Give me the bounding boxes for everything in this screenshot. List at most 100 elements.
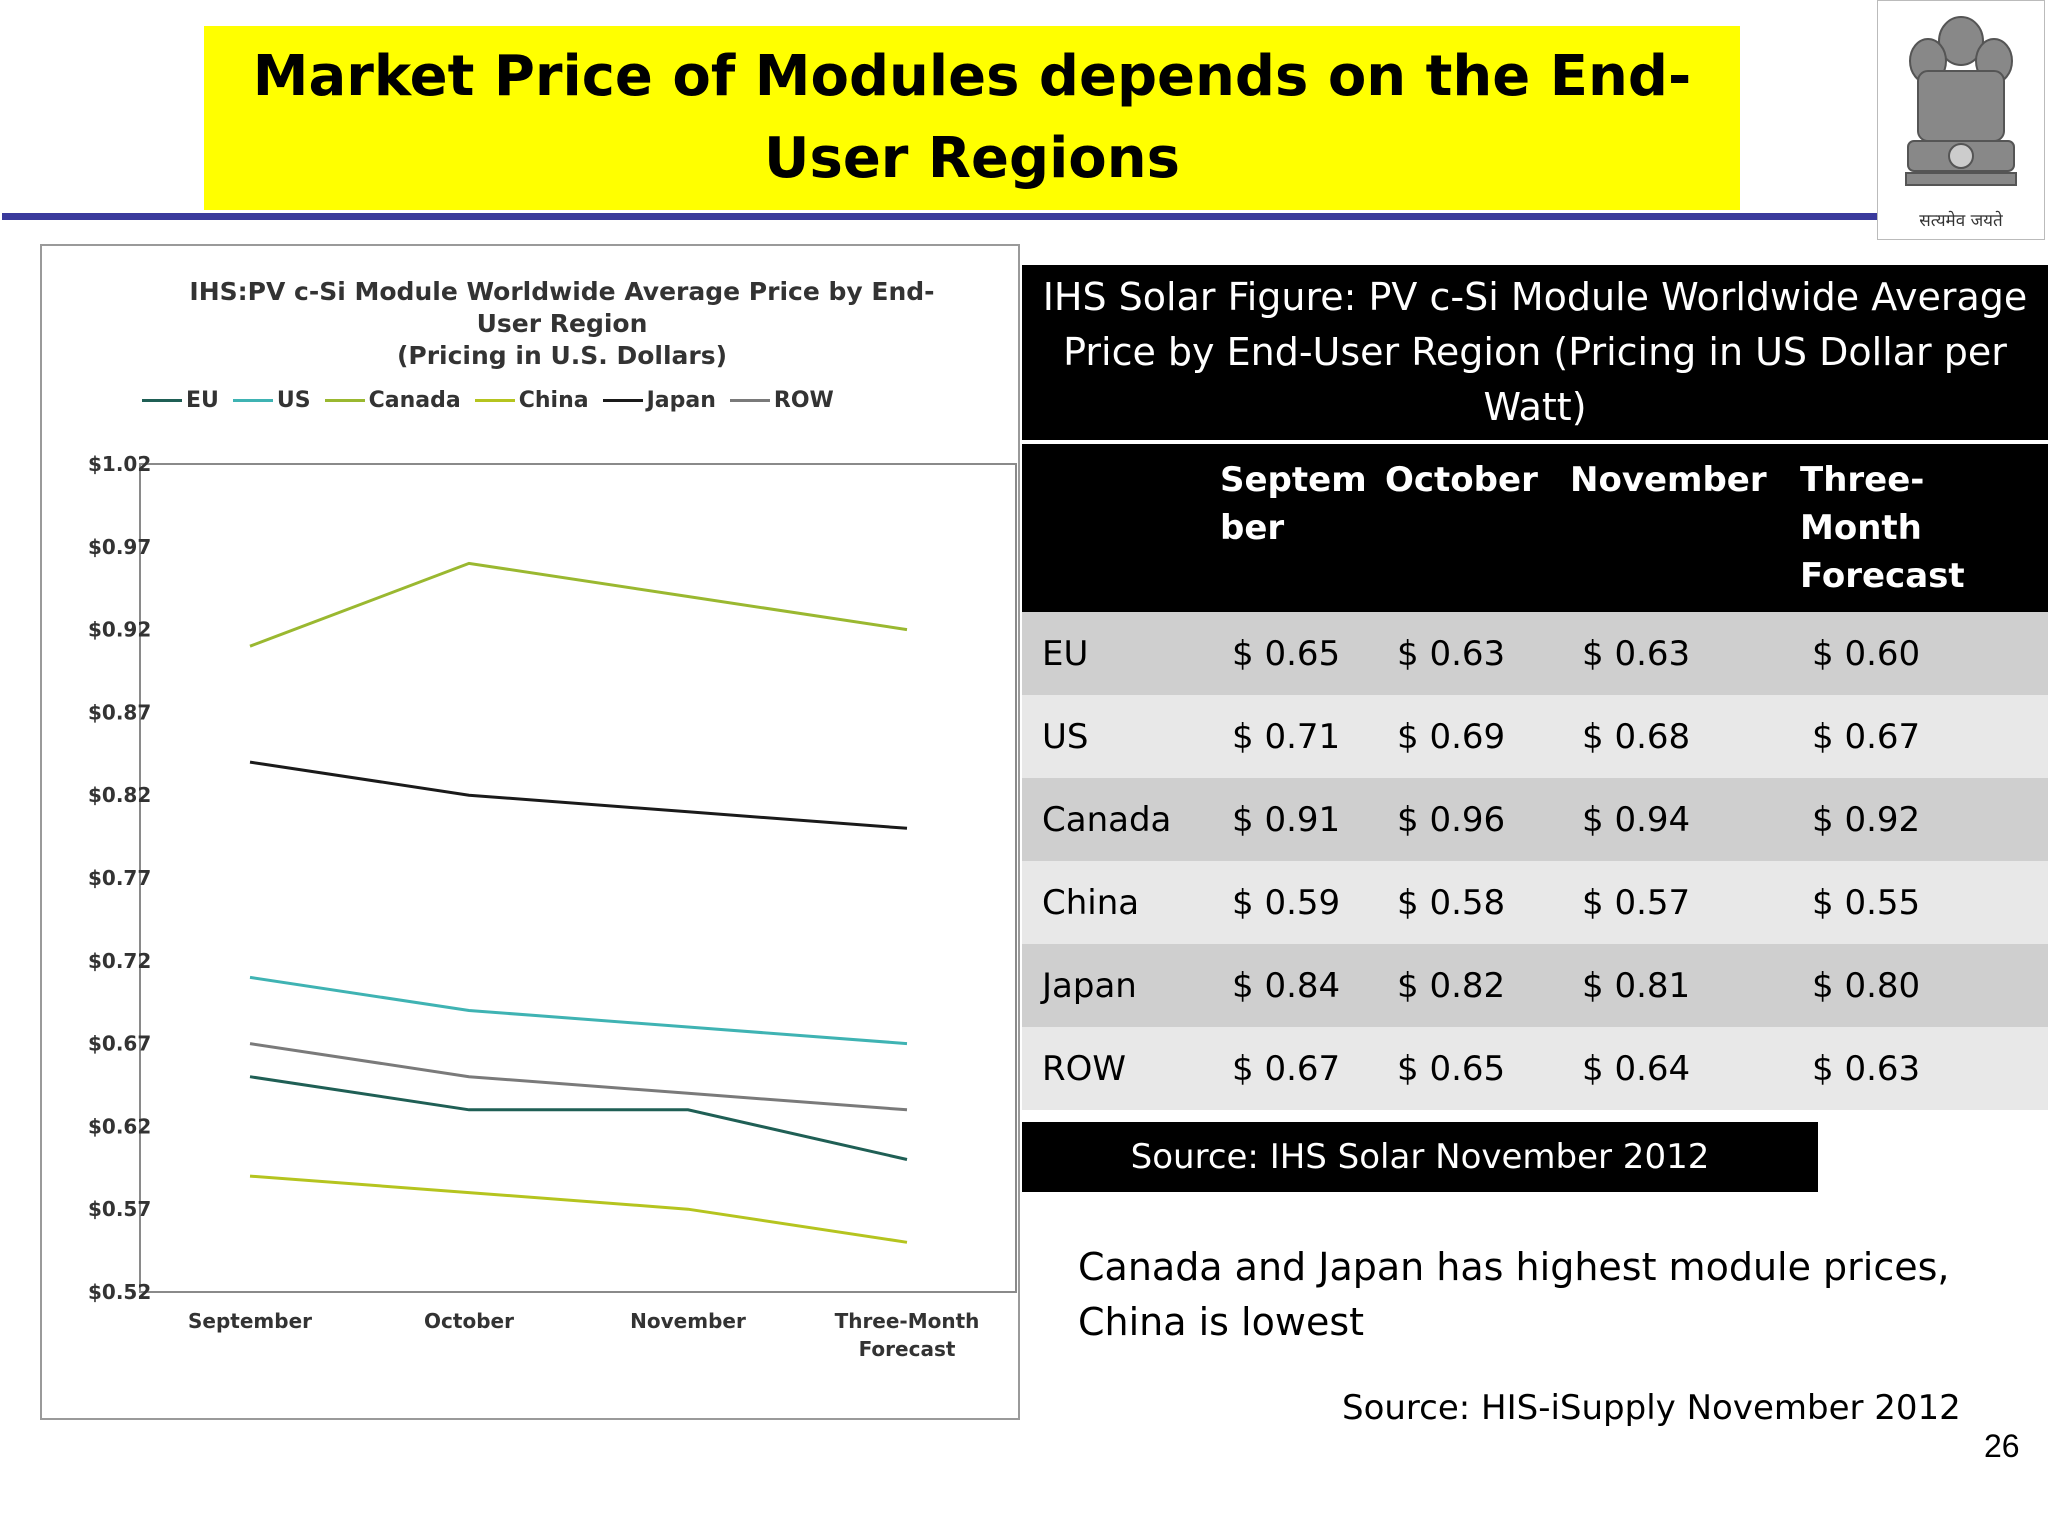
y-tick-label: $0.52: [88, 1280, 151, 1304]
line-chart: IHS:PV c-Si Module Worldwide Average Pri…: [40, 244, 1020, 1420]
column-header: November: [1562, 444, 1792, 612]
y-tick-label: $0.82: [88, 783, 151, 807]
national-emblem: सत्यमेव जयते: [1877, 0, 2045, 240]
column-header: Three-Month Forecast: [1792, 444, 2048, 612]
legend-item: ROW: [729, 388, 834, 413]
y-tick-label: $0.72: [88, 949, 151, 973]
legend-swatch: [142, 399, 182, 402]
table-caption: IHS Solar Figure: PV c-Si Module Worldwi…: [1022, 265, 2048, 440]
legend-label: US: [276, 388, 311, 413]
series-line-row: [249, 1042, 908, 1112]
x-tick-label: Forecast: [859, 1337, 956, 1361]
x-tick-label: November: [630, 1309, 746, 1333]
price-cell: $ 0.82: [1377, 944, 1562, 1027]
legend-item: Canada: [324, 388, 461, 413]
price-cell: $ 0.68: [1562, 695, 1792, 778]
price-cell: $ 0.69: [1377, 695, 1562, 778]
legend-swatch: [232, 399, 273, 402]
chart-title: IHS:PV c-Si Module Worldwide Average Pri…: [162, 276, 962, 372]
y-tick-label: $0.87: [88, 700, 151, 724]
legend-swatch: [324, 399, 365, 402]
y-tick-label: $0.57: [88, 1197, 151, 1221]
price-cell: $ 0.55: [1792, 861, 2048, 944]
title-underline: [2, 213, 1882, 220]
legend-label: China: [518, 388, 589, 413]
region-cell: EU: [1022, 612, 1212, 695]
price-cell: $ 0.81: [1562, 944, 1792, 1027]
price-cell: $ 0.58: [1377, 861, 1562, 944]
table-source: Source: IHS Solar November 2012: [1022, 1122, 1818, 1192]
column-header: October: [1377, 444, 1562, 612]
y-tick-label: $0.67: [88, 1032, 151, 1056]
price-cell: $ 0.92: [1792, 778, 2048, 861]
series-line-canada: [249, 561, 908, 648]
price-cell: $ 0.96: [1377, 778, 1562, 861]
price-cell: $ 0.57: [1562, 861, 1792, 944]
table-row: US $ 0.71 $ 0.69 $ 0.68 $ 0.67: [1022, 695, 2048, 778]
column-header: Septem ber: [1212, 444, 1377, 612]
slide-source: Source: HIS-iSupply November 2012: [1342, 1388, 1961, 1428]
price-cell: $ 0.67: [1212, 1027, 1377, 1110]
region-cell: ROW: [1022, 1027, 1212, 1110]
region-cell: Japan: [1022, 944, 1212, 1027]
plot-area: $1.02 $0.97 $0.92 $0.87 $0.82 $0.77 $0.72 $0.67…: [88, 452, 1017, 1361]
legend-item: EU: [142, 388, 219, 413]
legend-swatch: [602, 399, 643, 402]
price-cell: $ 0.64: [1562, 1027, 1792, 1110]
legend-item: China: [474, 388, 589, 413]
legend-swatch: [729, 399, 770, 402]
chart-legend: EU US Canada China Japan ROW: [142, 388, 834, 413]
price-cell: $ 0.91: [1212, 778, 1377, 861]
price-cell: $ 0.63: [1377, 612, 1562, 695]
price-cell: $ 0.60: [1792, 612, 2048, 695]
y-tick-label: $0.77: [88, 866, 151, 890]
legend-swatch: [474, 399, 515, 402]
series-line-japan: [249, 760, 908, 830]
region-cell: China: [1022, 861, 1212, 944]
legend-label: ROW: [773, 388, 834, 413]
table-row: EU $ 0.65 $ 0.63 $ 0.63 $ 0.60: [1022, 612, 2048, 695]
legend-item: Japan: [602, 388, 716, 413]
plot-border: [139, 463, 1017, 1293]
legend-label: Japan: [646, 388, 716, 413]
y-tick-label: $0.97: [88, 535, 151, 559]
table-row: Canada $ 0.91 $ 0.96 $ 0.94 $ 0.92: [1022, 778, 2048, 861]
legend-label: Canada: [368, 388, 461, 413]
price-cell: $ 0.71: [1212, 695, 1377, 778]
table-row: China $ 0.59 $ 0.58 $ 0.57 $ 0.55: [1022, 861, 2048, 944]
price-table: Septem ber October November Three-Month …: [1022, 444, 2048, 1110]
lion-capital-icon: [1905, 16, 2017, 186]
chart-title-line: (Pricing in U.S. Dollars): [396, 341, 728, 370]
table-row: ROW $ 0.67 $ 0.65 $ 0.64 $ 0.63: [1022, 1027, 2048, 1110]
y-tick-label: $0.92: [88, 618, 151, 642]
table-row: Japan $ 0.84 $ 0.82 $ 0.81 $ 0.80: [1022, 944, 2048, 1027]
column-header: [1022, 444, 1212, 612]
price-cell: $ 0.84: [1212, 944, 1377, 1027]
y-tick-label: $0.62: [88, 1114, 151, 1138]
summary-note: Canada and Japan has highest module pric…: [1078, 1245, 1950, 1344]
x-tick-label: Three-Month: [835, 1309, 980, 1333]
series-line-china: [249, 1174, 908, 1244]
slide-title: Market Price of Modules depends on the E…: [204, 26, 1740, 210]
series-line-eu: [249, 1075, 908, 1161]
region-cell: US: [1022, 695, 1212, 778]
price-cell: $ 0.94: [1562, 778, 1792, 861]
x-tick-label: October: [424, 1309, 514, 1333]
price-cell: $ 0.63: [1562, 612, 1792, 695]
price-cell: $ 0.63: [1792, 1027, 2048, 1110]
price-cell: $ 0.80: [1792, 944, 2048, 1027]
legend-item: US: [232, 388, 311, 413]
price-cell: $ 0.59: [1212, 861, 1377, 944]
price-cell: $ 0.67: [1792, 695, 2048, 778]
region-cell: Canada: [1022, 778, 1212, 861]
series-line-us: [249, 975, 908, 1046]
page-number: 26: [1984, 1428, 2020, 1464]
chart-title-line: User Region: [476, 309, 648, 338]
emblem-motto: सत्यमेव जयते: [1919, 211, 2003, 231]
table-header-row: Septem ber October November Three-Month …: [1022, 444, 2048, 612]
chart-title-line: IHS:PV c-Si Module Worldwide Average Pri…: [189, 277, 935, 306]
x-tick-label: September: [188, 1309, 312, 1333]
price-cell: $ 0.65: [1212, 612, 1377, 695]
y-tick-label: $1.02: [88, 452, 151, 476]
legend-label: EU: [186, 388, 219, 413]
